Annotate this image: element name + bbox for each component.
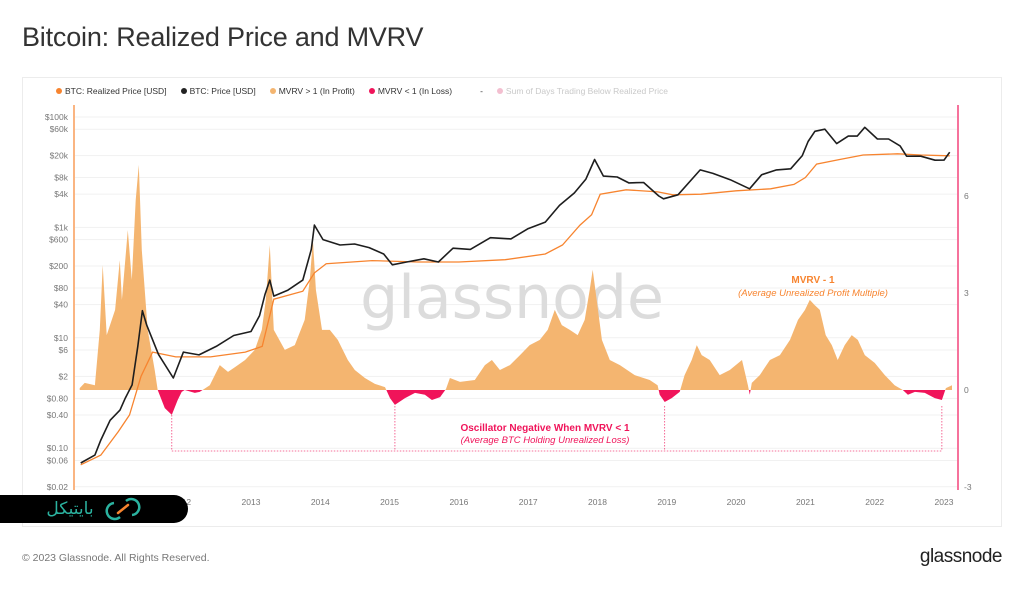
x-tick-label: 2017 — [519, 497, 538, 507]
legend-label: BTC: Realized Price [USD] — [65, 86, 167, 96]
negative-annotation-title: Oscillator Negative When MVRV < 1 — [460, 423, 629, 434]
x-tick-label: 2020 — [727, 497, 746, 507]
y-tick-label: $10 — [54, 333, 68, 343]
y-tick-label: $0.02 — [47, 482, 69, 492]
x-tick-label: 2022 — [865, 497, 884, 507]
bitycle-logo: بایتیکل — [0, 495, 188, 523]
legend-item-days-below[interactable]: Sum of Days Trading Below Realized Price — [496, 86, 668, 96]
y-tick-label: $40 — [54, 300, 68, 310]
legend-label: MVRV > 1 (In Profit) — [278, 86, 355, 96]
y-tick-label: $2 — [59, 371, 69, 381]
y-tick-label: $100k — [45, 112, 69, 122]
y-tick-label: $8k — [54, 173, 68, 183]
price-line — [80, 126, 951, 464]
legend-item-price[interactable]: BTC: Price [USD] — [180, 86, 256, 96]
y2-tick-label: 0 — [964, 385, 969, 395]
x-tick-label: 2023 — [935, 497, 954, 507]
gridlines — [75, 116, 957, 488]
bitycle-logo-text: بایتیکل — [46, 499, 94, 519]
legend-dot — [180, 88, 187, 94]
y2-tick-label: 6 — [964, 191, 969, 201]
watermark: glassnode — [360, 263, 664, 333]
y-tick-label: $0.40 — [47, 410, 69, 420]
y-tick-label: $80 — [54, 283, 68, 293]
y-tick-label: $600 — [49, 235, 68, 245]
legend-dot — [56, 88, 62, 94]
y-tick-label: $20k — [50, 151, 69, 161]
x-tick-label: 2016 — [449, 497, 468, 507]
chart-card — [22, 77, 1002, 527]
x-tick-label: 2015 — [380, 497, 399, 507]
legend-dot — [496, 88, 503, 94]
x-tick-label: 2018 — [588, 497, 607, 507]
y-tick-label: $200 — [49, 261, 68, 271]
bicycle-logo-icon — [105, 497, 141, 521]
copyright-text: © 2023 Glassnode. All Rights Reserved. — [22, 552, 210, 564]
x-tick-label: 2021 — [796, 497, 815, 507]
negative-annotation-subtitle: (Average BTC Holding Unrealized Loss) — [461, 435, 630, 446]
right-axis-ticks: 6 3 0 -3 — [964, 191, 972, 492]
x-tick-label: 2019 — [657, 497, 676, 507]
legend-dot — [269, 88, 276, 94]
legend-label: Sum of Days Trading Below Realized Price — [505, 86, 668, 96]
legend-item-mvrv-loss[interactable]: MVRV < 1 (In Loss) — [368, 86, 453, 96]
legend-label: MVRV < 1 (In Loss) — [377, 86, 453, 96]
x-tick-label: 2014 — [311, 497, 330, 507]
legend-item-mvrv-profit[interactable]: MVRV > 1 (In Profit) — [269, 86, 355, 96]
x-tick-label: 2013 — [242, 497, 261, 507]
page-title: Bitcoin: Realized Price and MVRV — [22, 22, 424, 52]
mvrv-positive-area — [79, 164, 952, 390]
realized-price-line — [80, 153, 950, 466]
y-tick-label: $1k — [54, 222, 68, 232]
y2-tick-label: -3 — [964, 482, 972, 492]
y-tick-label: $6 — [59, 345, 69, 355]
y-tick-label: $0.06 — [47, 455, 69, 465]
mvrv-annotation-subtitle: (Average Unrealized Profit Multiple) — [738, 288, 888, 299]
y-tick-label: $0.10 — [47, 443, 69, 453]
y-tick-label: $0.80 — [47, 393, 69, 403]
legend-item-dash[interactable]: - — [480, 86, 483, 96]
chart-legend: BTC: Realized Price [USD] BTC: Price [US… — [56, 86, 668, 96]
y-tick-label: $4k — [54, 189, 68, 199]
legend-item-realized-price[interactable]: BTC: Realized Price [USD] — [56, 86, 167, 96]
glassnode-logo[interactable]: glassnode — [919, 546, 1003, 567]
x-axis-ticks: 2012201320142015201620172018201920202021… — [172, 497, 953, 507]
mvrv-negative-area — [79, 390, 952, 415]
loss-annotation-lines — [171, 406, 943, 452]
legend-dot — [368, 88, 375, 94]
y2-tick-label: 3 — [964, 288, 969, 298]
legend-label: - — [480, 86, 483, 96]
legend-label: BTC: Price [USD] — [189, 86, 256, 96]
y-tick-label: $60k — [50, 124, 69, 134]
mvrv-annotation-title: MVRV - 1 — [791, 275, 835, 286]
left-axis-ticks: $100k $60k $20k $8k $4k $1k $600 $200 $80 $40 $10 $… — [45, 112, 69, 492]
